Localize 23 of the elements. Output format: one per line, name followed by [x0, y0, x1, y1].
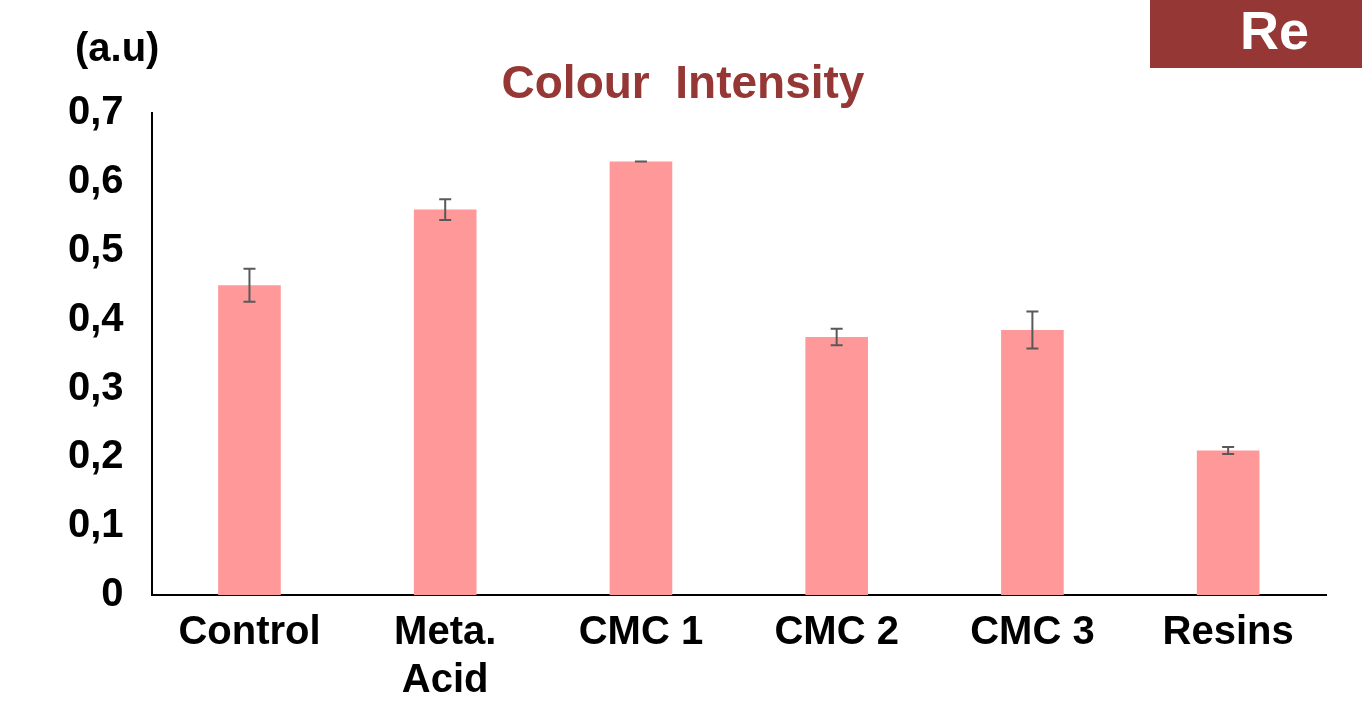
y-axis-title: (a.u)	[75, 25, 160, 70]
x-tick-label: CMC 2	[774, 608, 899, 653]
y-tick-label: 0,1	[68, 501, 124, 546]
bar	[1001, 330, 1064, 595]
x-tick-label: Resins	[1162, 608, 1294, 653]
y-tick-label: 0,6	[68, 157, 124, 202]
y-tick-label: 0,3	[68, 363, 124, 408]
bar	[609, 161, 673, 595]
bar	[1196, 450, 1260, 595]
y-tick-label: 0,2	[68, 432, 124, 477]
text: Re	[1150, 0, 1362, 68]
x-tick-label: Meta. Acid	[394, 608, 497, 701]
x-tick-label: CMC 3	[970, 608, 1095, 653]
x-tick-label: Control	[178, 608, 321, 653]
bar	[413, 209, 477, 595]
bar	[218, 285, 281, 595]
bar	[805, 336, 868, 595]
y-tick-label: 0,7	[68, 88, 124, 133]
chart-title: Colour Intensity	[501, 56, 865, 109]
y-tick-label: 0,4	[68, 294, 125, 339]
x-tick-label: CMC 1	[578, 608, 704, 653]
y-tick-label: 0,5	[68, 225, 124, 270]
y-tick-label: 0	[101, 570, 124, 615]
